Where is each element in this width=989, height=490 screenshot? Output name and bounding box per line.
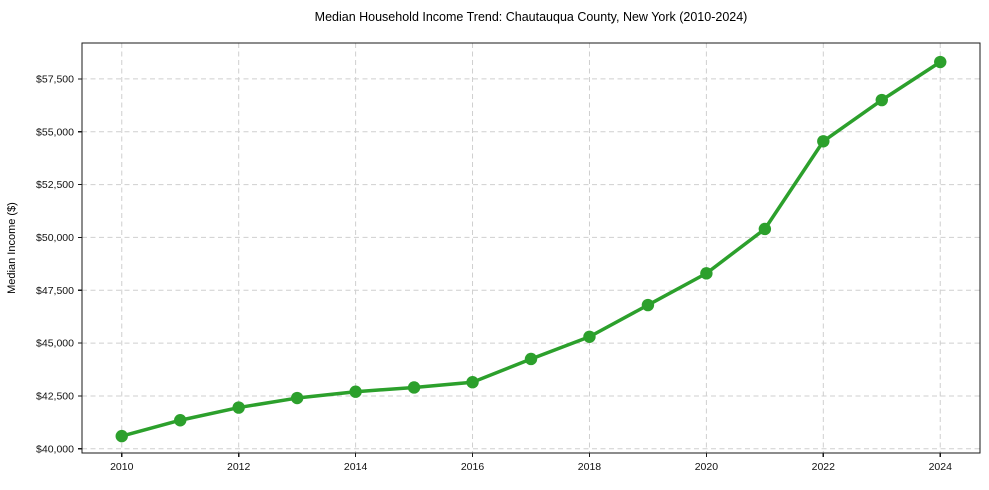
y-axis-label: Median Income ($) [6, 202, 18, 294]
data-point-2013 [290, 391, 304, 405]
data-point-2024 [934, 55, 947, 69]
data-point-2018 [583, 330, 596, 343]
y-tick-label: $52,500 [36, 179, 74, 191]
data-point-2019 [641, 298, 655, 312]
axes-spines [81, 42, 981, 454]
y-tick-label: $45,000 [36, 338, 74, 350]
data-point-2015 [407, 381, 421, 394]
y-tick-label: $40,000 [36, 443, 74, 455]
data-point-2010 [115, 429, 128, 443]
data-point-2022 [817, 135, 830, 148]
x-tick-label: 2022 [812, 461, 836, 473]
axis-ticks: 2010 2012 2014 2016 2018 2020 2022 2024 $40,000 $… [36, 73, 952, 473]
plot-border [81, 42, 981, 454]
data-point-2011 [174, 414, 187, 427]
x-tick-label: 2014 [344, 461, 368, 473]
x-tick-label: 2016 [461, 461, 485, 473]
line-series [115, 55, 947, 443]
data-point-2012 [232, 401, 245, 414]
trend-line [120, 60, 942, 438]
y-tick-label: $42,500 [36, 390, 74, 402]
x-tick-label: 2024 [929, 461, 953, 473]
chart-title: Median Household Income Trend: Chautauqu… [315, 10, 748, 24]
data-point-2020 [700, 267, 713, 280]
data-point-2021 [758, 222, 772, 236]
y-tick-label: $47,500 [36, 285, 74, 297]
x-tick-label: 2012 [227, 461, 251, 473]
data-point-2016 [466, 376, 479, 389]
gridlines [82, 43, 980, 453]
y-tick-label: $50,000 [36, 232, 74, 244]
data-point-2014 [349, 385, 362, 398]
data-point-2023 [875, 93, 888, 107]
x-tick-label: 2018 [578, 461, 602, 473]
x-tick-label: 2020 [695, 461, 719, 473]
data-point-2017 [524, 352, 538, 366]
y-tick-label: $55,000 [36, 126, 74, 138]
y-tick-label: $57,500 [36, 73, 74, 85]
x-tick-label: 2010 [110, 461, 134, 473]
